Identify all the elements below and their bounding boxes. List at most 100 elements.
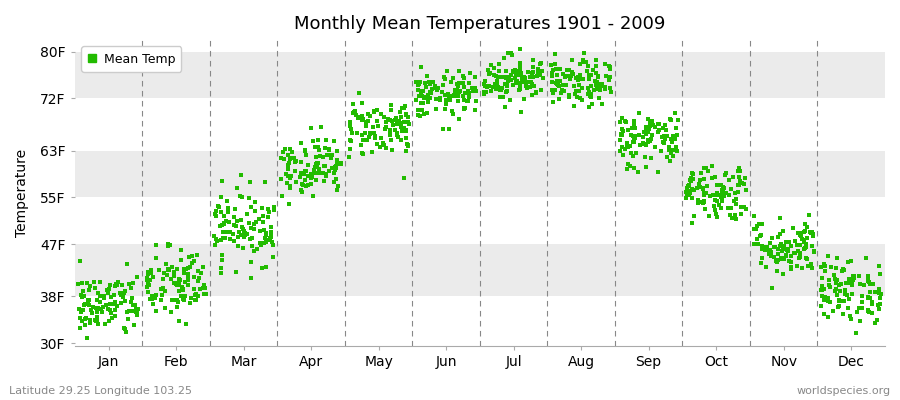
Point: [364, 149, 379, 156]
Point: [439, 101, 454, 108]
Point: [118, 288, 132, 294]
Point: [784, 266, 798, 272]
Point: [457, 104, 472, 111]
Point: [825, 308, 840, 314]
Point: [394, 113, 409, 120]
Point: [724, 204, 738, 211]
Point: [319, 163, 333, 169]
Point: [383, 116, 398, 123]
Point: [752, 221, 766, 228]
Point: [513, 81, 527, 88]
Point: [258, 230, 273, 236]
Point: [648, 144, 662, 150]
Point: [775, 248, 789, 254]
Point: [498, 104, 512, 111]
Point: [188, 292, 202, 298]
Point: [294, 170, 309, 176]
Point: [399, 111, 413, 118]
Point: [458, 104, 473, 111]
Point: [601, 76, 616, 82]
Point: [394, 124, 409, 130]
Point: [103, 307, 117, 313]
Point: [178, 293, 193, 299]
Point: [103, 301, 117, 307]
Point: [621, 161, 635, 167]
Point: [771, 251, 786, 257]
Point: [739, 206, 753, 212]
Point: [770, 259, 784, 265]
Point: [77, 300, 92, 307]
Point: [637, 128, 652, 135]
Point: [223, 229, 238, 236]
Point: [75, 280, 89, 286]
Point: [90, 314, 104, 321]
Point: [657, 134, 671, 140]
Point: [627, 164, 642, 171]
Point: [690, 185, 705, 191]
Point: [76, 288, 90, 294]
Point: [329, 157, 344, 164]
Point: [684, 178, 698, 185]
Point: [823, 298, 837, 305]
Point: [289, 158, 303, 164]
Point: [618, 118, 633, 124]
Point: [81, 302, 95, 308]
Point: [234, 217, 248, 223]
Point: [513, 86, 527, 92]
Point: [437, 76, 452, 82]
Point: [831, 304, 845, 310]
Point: [293, 158, 308, 165]
Point: [325, 152, 339, 158]
Point: [526, 74, 540, 80]
Point: [554, 90, 569, 96]
Point: [598, 86, 612, 92]
Point: [104, 310, 119, 316]
Point: [643, 120, 657, 126]
Point: [572, 95, 587, 101]
Point: [212, 204, 226, 210]
Point: [260, 214, 274, 221]
Point: [346, 110, 361, 116]
Point: [294, 180, 309, 187]
Point: [437, 105, 452, 112]
Point: [237, 228, 251, 234]
Point: [455, 80, 470, 86]
Point: [824, 264, 838, 271]
Point: [330, 158, 345, 164]
Point: [573, 61, 588, 67]
Point: [832, 298, 846, 304]
Point: [699, 190, 714, 196]
Point: [348, 112, 363, 118]
Point: [176, 296, 190, 302]
Point: [76, 307, 90, 314]
Point: [580, 68, 595, 74]
Point: [502, 97, 517, 104]
Point: [107, 307, 122, 314]
Point: [416, 100, 430, 106]
Point: [91, 290, 105, 296]
Point: [112, 279, 126, 286]
Point: [250, 246, 265, 253]
Point: [83, 317, 97, 323]
Point: [309, 170, 323, 176]
Point: [445, 107, 459, 114]
Point: [430, 87, 445, 94]
Point: [598, 73, 613, 80]
Point: [91, 320, 105, 327]
Point: [686, 175, 700, 182]
Point: [873, 271, 887, 277]
Point: [374, 111, 388, 117]
Point: [793, 250, 807, 256]
Point: [491, 61, 506, 68]
Point: [148, 292, 163, 298]
Point: [830, 276, 844, 283]
Point: [299, 152, 313, 158]
Point: [581, 63, 596, 69]
Point: [385, 122, 400, 128]
Point: [486, 84, 500, 90]
Point: [526, 69, 540, 75]
Point: [440, 90, 454, 97]
Point: [427, 79, 441, 85]
Point: [457, 96, 472, 103]
Point: [865, 298, 879, 305]
